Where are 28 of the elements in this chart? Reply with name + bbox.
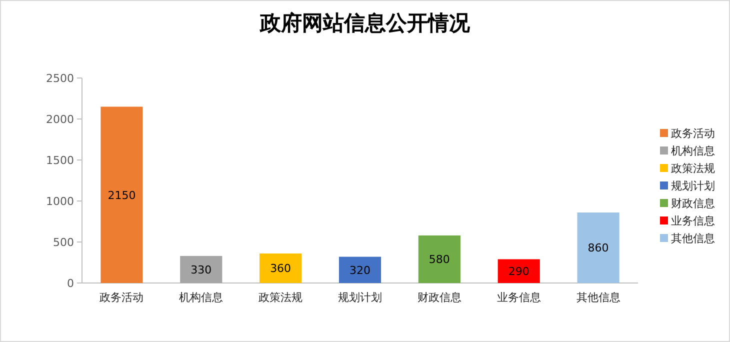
legend-label: 政策法规 xyxy=(671,162,715,175)
x-tick-label: 政策法规 xyxy=(258,291,303,304)
legend-label: 政务活动 xyxy=(671,127,715,140)
x-tick-label: 规划计划 xyxy=(338,291,382,304)
data-label: 360 xyxy=(270,262,292,276)
y-tick-label: 500 xyxy=(53,236,74,249)
x-tick-label: 财政信息 xyxy=(417,291,462,304)
x-tick-label: 业务信息 xyxy=(496,291,541,304)
data-label: 290 xyxy=(508,265,530,278)
legend-label: 业务信息 xyxy=(671,214,715,228)
data-label: 2150 xyxy=(108,188,136,202)
legend-label: 其他信息 xyxy=(671,232,715,245)
x-tick-label: 政务活动 xyxy=(100,291,144,304)
data-label: 580 xyxy=(428,253,450,266)
y-tick-label: 1000 xyxy=(46,195,74,208)
legend-label: 机构信息 xyxy=(671,144,715,158)
legend-label: 财政信息 xyxy=(671,197,715,210)
data-label: 860 xyxy=(588,242,609,255)
y-tick-label: 2000 xyxy=(46,113,74,126)
y-tick-label: 2500 xyxy=(46,72,74,85)
y-tick-label: 1500 xyxy=(46,154,74,167)
y-tick-label: 0 xyxy=(67,277,74,290)
legend-label: 规划计划 xyxy=(671,180,715,192)
x-tick-label: 机构信息 xyxy=(179,291,224,304)
x-tick-label: 其他信息 xyxy=(576,291,620,304)
data-label: 330 xyxy=(190,263,212,276)
chart-title: 政府网站信息公开情况 xyxy=(259,10,471,35)
data-label: 320 xyxy=(350,264,370,277)
